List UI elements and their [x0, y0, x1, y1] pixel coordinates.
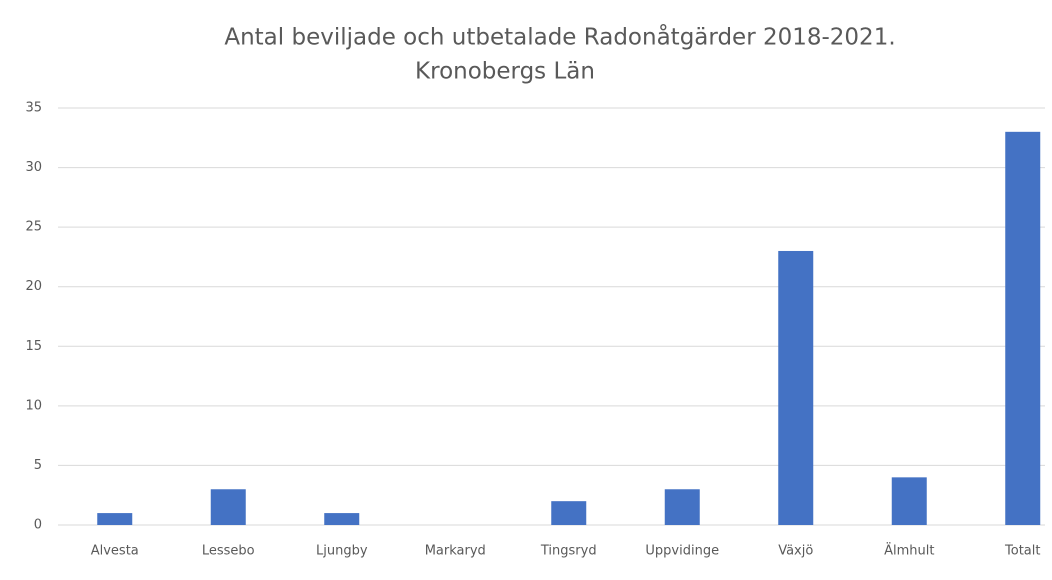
x-tick-label: Markaryd: [425, 544, 486, 559]
x-tick-label: Lessebo: [202, 544, 255, 559]
bar: [778, 250, 814, 525]
y-tick-label: 35: [25, 101, 42, 116]
bar: [1005, 131, 1041, 526]
x-tick-label: Tingsryd: [540, 544, 597, 559]
y-tick-label: 25: [25, 220, 42, 235]
x-tick-label: Älmhult: [884, 543, 934, 559]
x-tick-label: Ljungby: [316, 544, 368, 559]
x-tick-label: Växjö: [778, 544, 813, 559]
y-tick-label: 10: [25, 398, 42, 413]
x-tick-label: Totalt: [1004, 544, 1040, 559]
y-tick-label: 20: [25, 279, 42, 294]
y-tick-label: 5: [34, 458, 42, 473]
x-tick-label: Uppvidinge: [645, 544, 719, 559]
y-tick-label: 30: [25, 160, 42, 175]
bar: [210, 489, 246, 525]
chart-subtitle: Kronobergs Län: [415, 59, 595, 85]
y-tick-label: 15: [25, 339, 42, 354]
y-tick-label: 0: [34, 518, 42, 533]
bar: [664, 489, 700, 525]
x-tick-label: Alvesta: [91, 544, 139, 559]
bar: [551, 501, 587, 525]
bar: [891, 477, 927, 525]
bar: [324, 513, 360, 525]
chart-title: Antal beviljade och utbetalade Radonåtgä…: [224, 23, 895, 51]
bar: [97, 513, 133, 525]
